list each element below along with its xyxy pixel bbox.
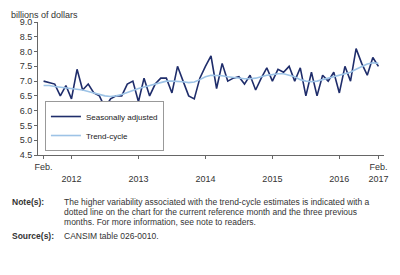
svg-text:Feb.2017: Feb.2017 <box>368 162 388 184</box>
svg-text:7.5: 7.5 <box>20 61 33 71</box>
svg-text:5.0: 5.0 <box>20 135 33 145</box>
svg-text:8.0: 8.0 <box>20 47 33 57</box>
svg-text:2015: 2015 <box>262 174 282 184</box>
svg-text:7.0: 7.0 <box>20 76 33 86</box>
html-text:Source(s):: Source(s): <box>12 230 54 241</box>
svg-text:2013: 2013 <box>128 174 148 184</box>
svg-text:2016: 2016 <box>329 174 349 184</box>
svg-text:billions of dollars: billions of dollars <box>11 10 78 20</box>
svg-text:8.5: 8.5 <box>20 32 33 42</box>
svg-text:6.0: 6.0 <box>20 106 33 116</box>
svg-text:5.5: 5.5 <box>20 121 33 131</box>
svg-text:Trend-cycle: Trend-cycle <box>86 132 128 141</box>
svg-text:9.0: 9.0 <box>20 17 33 27</box>
svg-text:4.5: 4.5 <box>20 150 33 160</box>
html-text:CANSIM table 026-0010.: CANSIM table 026-0010. <box>64 230 159 241</box>
svg-text:2012: 2012 <box>61 174 81 184</box>
html-text:Note(s):: Note(s): <box>12 197 45 207</box>
html-text:The higher variability associa: The higher variability associated with t… <box>64 197 370 228</box>
svg-text:Seasonally adjusted: Seasonally adjusted <box>86 113 158 122</box>
svg-text:Feb.: Feb. <box>35 162 53 172</box>
svg-text:2014: 2014 <box>195 174 215 184</box>
svg-text:6.5: 6.5 <box>20 91 33 101</box>
